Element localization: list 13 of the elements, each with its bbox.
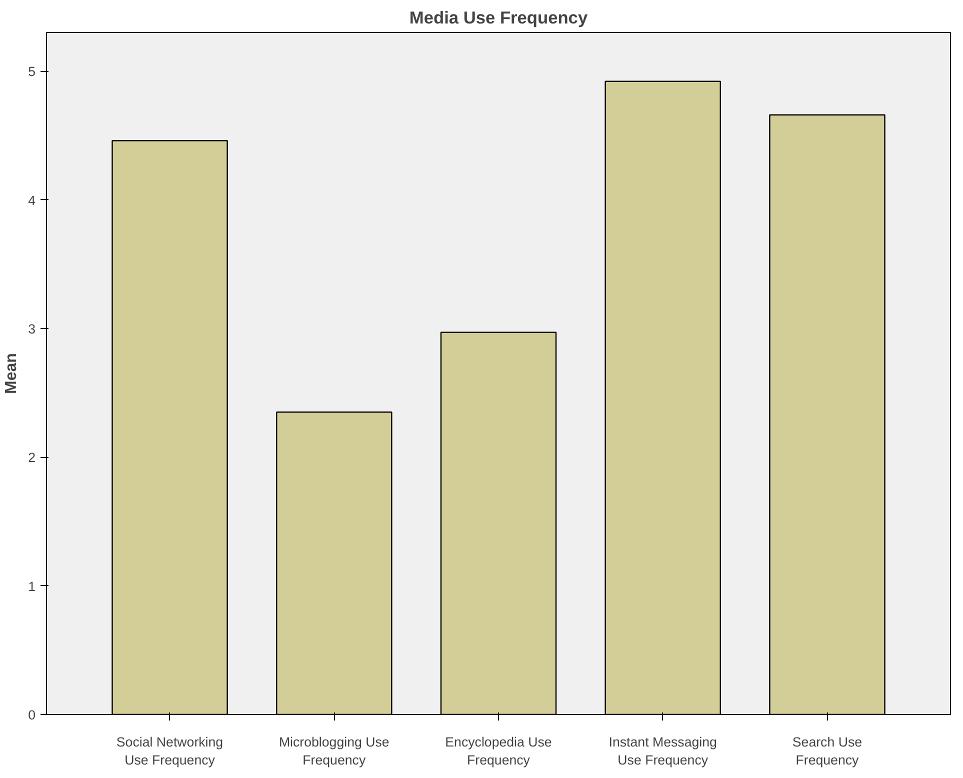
y-axis-title: Mean [3, 353, 20, 394]
y-tick-label: 5 [28, 64, 36, 80]
y-tick-label: 0 [28, 708, 36, 722]
x-tick-label: Microblogging Use Frequency [278, 734, 390, 768]
x-tick-label: Search Use Frequency [792, 734, 862, 768]
y-tick-label: 2 [28, 450, 36, 466]
x-tick-label: Encyclopedia Use Frequency [445, 734, 552, 768]
y-tick-label: 4 [28, 192, 36, 208]
x-tick-label: Social Networking Use Frequency [116, 734, 224, 768]
x-tick-label: Instant Messaging Use Frequency [608, 734, 717, 768]
y-tick-label: 1 [28, 578, 36, 594]
chart-title: Media Use Frequency [409, 8, 588, 28]
y-tick-label: 3 [28, 321, 36, 336]
